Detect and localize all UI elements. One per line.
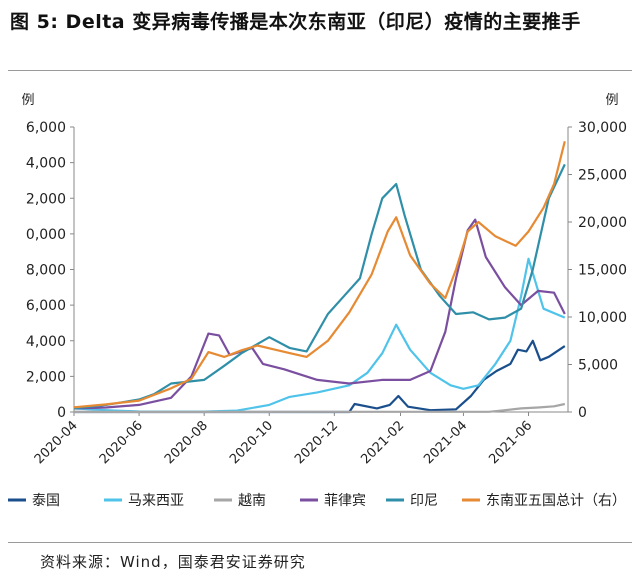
right-axis-tick-label: 20,000 (578, 215, 627, 231)
legend-label-3: 越南 (238, 493, 266, 509)
left-axis-tick-label: 2,000 (26, 191, 66, 207)
right-axis-tick-label: 30,000 (578, 120, 627, 136)
chart-title: 图 5: Delta 变异病毒传播是本次东南亚（印尼）疫情的主要推手 (10, 11, 581, 33)
source-divider (8, 542, 632, 543)
source-note: 资料来源：Wind，国泰君安证券研究 (40, 553, 306, 571)
right-axis-tick-label: 10,000 (578, 310, 627, 326)
legend-label-4: 菲律宾 (324, 493, 366, 509)
left-axis-tick-label: 6,000 (26, 120, 66, 136)
x-axis-tick-label: 2021-02 (358, 418, 407, 467)
left-axis-tick-label: 6,000 (26, 298, 66, 314)
left-axis-unit-label: 例 (21, 93, 34, 108)
title-divider (8, 70, 632, 71)
left-axis-tick-label: 2,000 (26, 369, 66, 385)
legend-label-5: 印尼 (410, 493, 438, 509)
right-axis-unit-label: 例 (605, 93, 618, 108)
x-axis-tick-label: 2020-12 (292, 418, 341, 467)
right-axis-tick-label: 25,000 (578, 168, 627, 184)
legend-label-2: 马来西亚 (128, 493, 184, 509)
line-chart: 例 例 0 2,000 4,000 6,000 8,000 0,000 2,000 4,000 6,… (8, 93, 627, 509)
x-axis-tick-label: 2020-04 (32, 418, 81, 467)
series-line-4 (73, 218, 566, 410)
left-axis-tick-label: 4,000 (26, 334, 66, 350)
x-axis-tick-label: 2020-06 (97, 418, 146, 467)
series-line-3 (73, 402, 566, 413)
legend-label-1: 泰国 (32, 493, 60, 509)
legend-label-6: 东南亚五国总计（右） (486, 493, 626, 509)
series-line-1 (74, 339, 566, 414)
left-axis-tick-label: 0,000 (26, 227, 66, 243)
x-axis-tick-label: 2020-10 (227, 418, 276, 467)
x-axis-tick-label: 2021-04 (421, 418, 470, 467)
left-axis-tick-label: 4,000 (26, 156, 66, 172)
series-line-2 (73, 257, 566, 413)
left-axis-tick-label: 8,000 (26, 263, 66, 279)
right-axis-tick-label: 15,000 (578, 263, 627, 279)
x-axis-tick-label: 2020-08 (162, 418, 211, 467)
series-line-5 (73, 163, 566, 410)
left-axis-tick-label: 0 (57, 405, 66, 421)
right-axis-tick-label: 0 (578, 405, 587, 421)
x-axis-tick-label: 2021-06 (486, 418, 535, 467)
right-axis-tick-label: 5,000 (578, 358, 618, 374)
series-line-6 (73, 141, 566, 409)
